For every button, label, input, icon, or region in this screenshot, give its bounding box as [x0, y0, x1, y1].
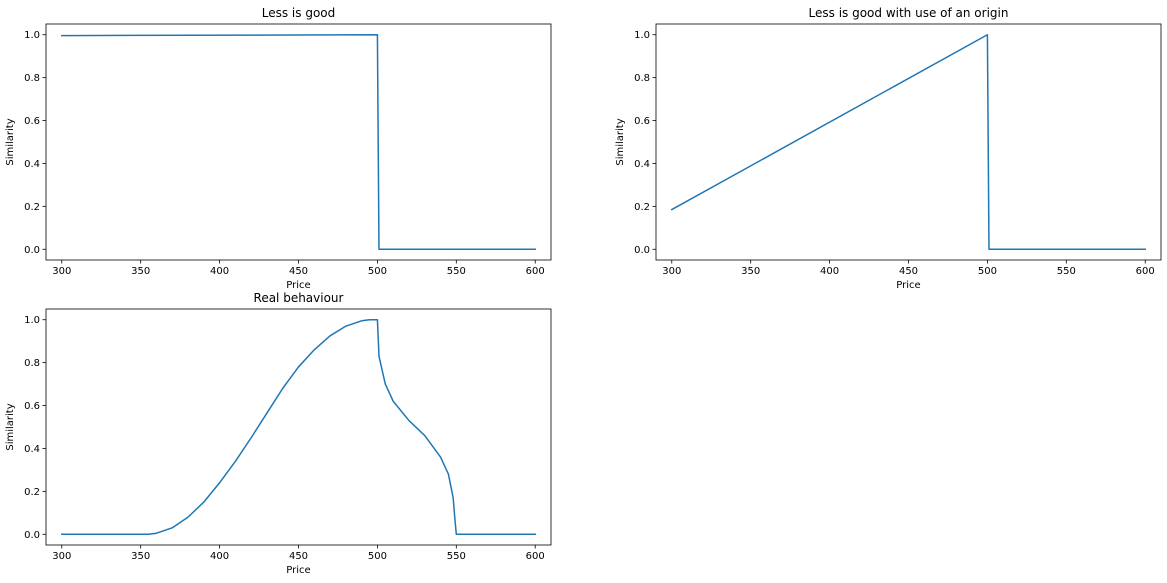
y-tick-label: 0.4	[24, 444, 40, 455]
chart-title: Real behaviour	[254, 291, 344, 305]
y-tick-label: 0.6	[24, 116, 40, 127]
y-tick-label: 0.4	[634, 159, 650, 170]
x-tick-label: 400	[210, 551, 229, 562]
series-line	[670, 33, 1146, 251]
x-tick-label: 600	[1136, 266, 1155, 277]
chart-title: Less is good with use of an origin	[809, 6, 1009, 20]
x-tick-label: 500	[368, 266, 387, 277]
y-tick-label: 0.2	[24, 202, 40, 213]
series-line	[61, 318, 536, 536]
y-tick-label: 0.2	[24, 487, 40, 498]
y-axis-label: Similarity	[5, 118, 16, 165]
x-tick-label: 350	[131, 266, 150, 277]
y-tick-label: 0.8	[24, 358, 40, 369]
chart-title: Less is good	[262, 6, 336, 20]
y-tick-label: 0.4	[24, 159, 40, 170]
x-tick-label: 350	[741, 266, 760, 277]
y-axis-label: Similarity	[615, 118, 626, 165]
axes-frame	[655, 23, 1162, 261]
y-tick-label: 0.8	[24, 73, 40, 84]
x-tick-label: 500	[368, 551, 387, 562]
x-tick-label: 600	[526, 551, 545, 562]
y-tick-label: 0.6	[24, 401, 40, 412]
x-tick-label: 600	[526, 266, 545, 277]
y-tick-label: 1.0	[24, 315, 40, 326]
x-tick-label: 550	[1057, 266, 1076, 277]
chart-2: 300 350 400 450 500 550 600 0.0 0.2 0.4 0.6 0.8 1.0 L…	[615, 6, 1162, 291]
x-tick-label: 350	[131, 551, 150, 562]
chart-1: 300 350 400 450 500 550 600 0.0 0.2 0.4 0.6 0.8 1.0 L…	[5, 6, 552, 291]
series-line	[61, 33, 536, 251]
y-tick-label: 0.2	[634, 202, 650, 213]
x-axis-label: Price	[286, 280, 310, 291]
x-tick-label: 550	[447, 266, 466, 277]
y-tick-label: 1.0	[634, 30, 650, 41]
y-tick-label: 1.0	[24, 30, 40, 41]
x-tick-label: 300	[52, 266, 71, 277]
axes-frame	[45, 308, 552, 546]
chart-3: 300 350 400 450 500 550 600 0.0 0.2 0.4 0.6 0.8 1.0 R…	[5, 291, 552, 576]
axes-frame	[45, 23, 552, 261]
x-tick-label: 450	[289, 551, 308, 562]
y-axis-label: Similarity	[5, 403, 16, 450]
y-tick-label: 0.0	[634, 245, 650, 256]
y-tick-label: 0.0	[24, 530, 40, 541]
x-tick-label: 450	[289, 266, 308, 277]
x-tick-label: 400	[210, 266, 229, 277]
x-tick-label: 400	[820, 266, 839, 277]
x-axis-label: Price	[286, 565, 310, 576]
x-tick-label: 500	[978, 266, 997, 277]
x-axis-label: Price	[896, 280, 920, 291]
x-tick-label: 300	[662, 266, 681, 277]
x-tick-label: 550	[447, 551, 466, 562]
y-tick-label: 0.0	[24, 245, 40, 256]
x-tick-label: 300	[52, 551, 71, 562]
y-tick-label: 0.8	[634, 73, 650, 84]
y-tick-label: 0.6	[634, 116, 650, 127]
x-tick-label: 450	[899, 266, 918, 277]
